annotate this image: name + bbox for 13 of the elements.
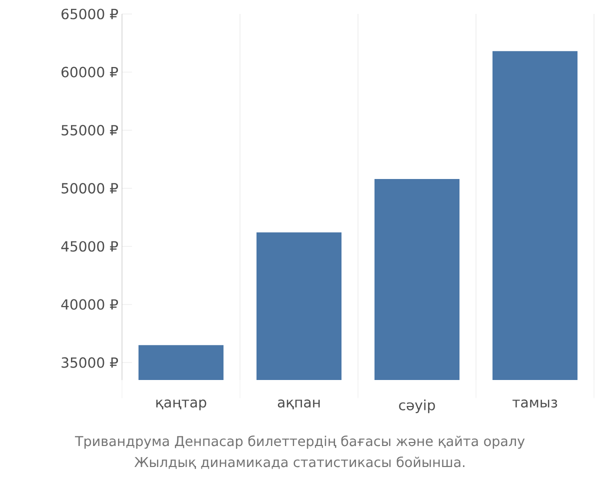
text: Жылдық динамикада статистикасы бойынша.	[134, 456, 464, 469]
x-tick-label: тамыз	[512, 400, 558, 408]
y-tick-label: 60000 ₽	[62, 66, 118, 78]
y-tick-label: 50000 ₽	[62, 182, 118, 194]
x-tick-label: қаңтар	[156, 400, 206, 410]
y-tick-label: 40000 ₽	[61, 299, 118, 310]
x-tick-label: сәуір	[399, 400, 435, 414]
y-tick-label: 55000 ₽	[62, 124, 118, 136]
y-tick-label: 65000 ₽	[62, 8, 118, 20]
text: Тривандрума Денпасар билеттердің бағасы және қайта оралу	[74, 436, 525, 449]
y-tick-label: 35000 ₽	[62, 357, 118, 368]
x-tick-label: ақпан	[278, 400, 320, 410]
y-tick-label: 45000 ₽	[61, 241, 118, 252]
